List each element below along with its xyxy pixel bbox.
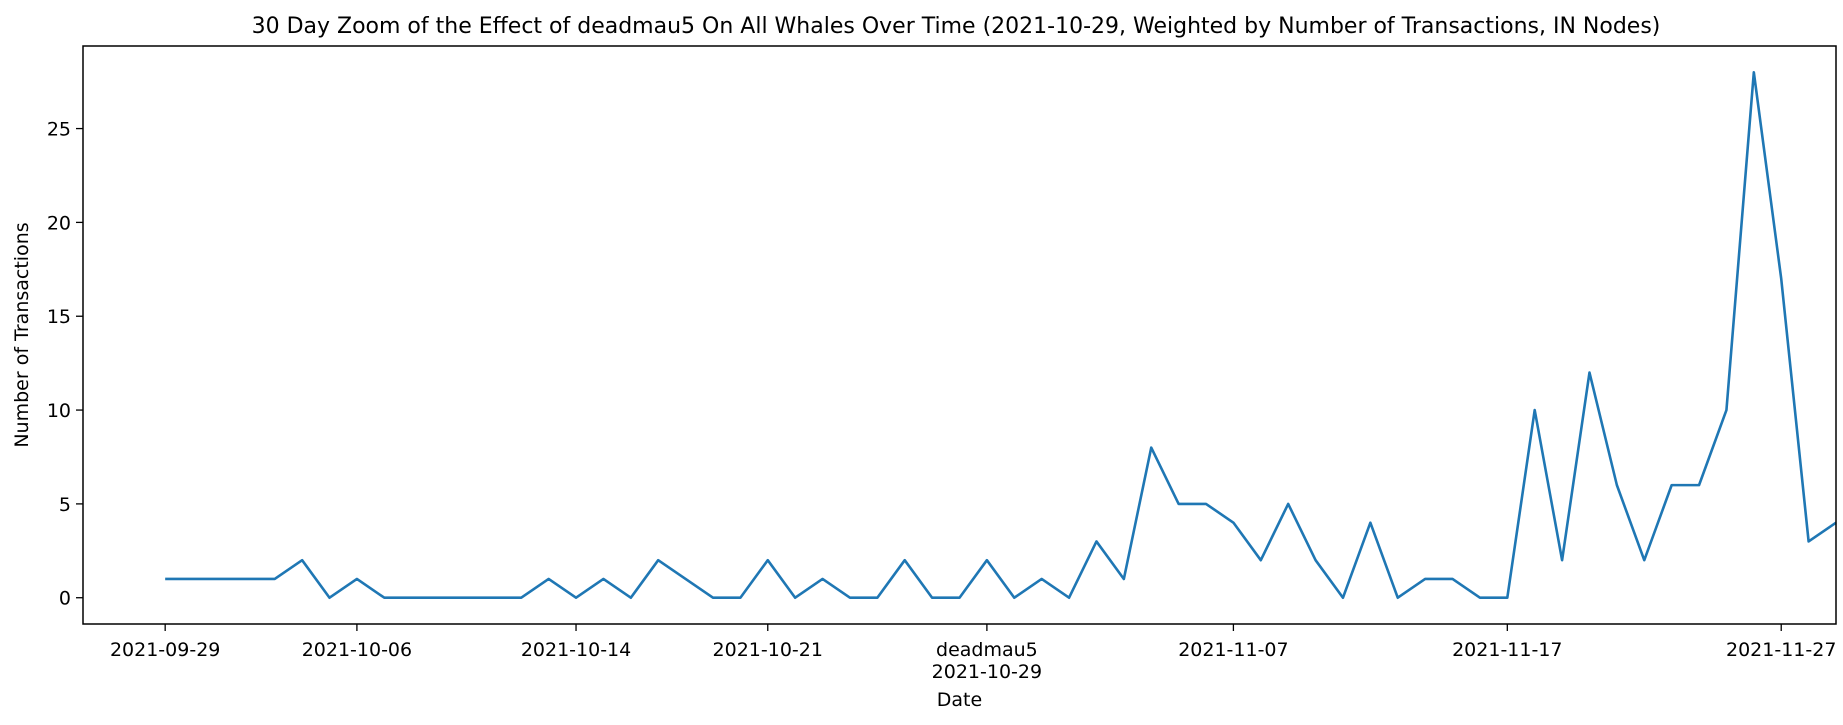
x-tick-label: 2021-09-29 xyxy=(110,639,220,661)
x-tick-label: 2021-10-21 xyxy=(713,639,823,661)
x-axis-label: Date xyxy=(937,689,982,711)
x-tick-label: 2021-10-29 xyxy=(932,661,1042,683)
x-tick-label: 2021-11-17 xyxy=(1452,639,1562,661)
series-line-0 xyxy=(165,70,1837,600)
x-tick-label: 2021-11-07 xyxy=(1178,639,1288,661)
y-tick-label: 10 xyxy=(47,400,71,422)
x-tick-label: 2021-10-06 xyxy=(302,639,412,661)
x-axis: 2021-09-29 2021-10-06 2021-10-14 2021-10-21… xyxy=(110,624,1836,683)
plot-frame xyxy=(82,45,1837,625)
x-tick-label: 2021-11-27 xyxy=(1726,639,1836,661)
y-axis: 0 5 10 15 20 25 xyxy=(47,119,83,610)
event-annotation-label: deadmau5 xyxy=(936,639,1038,661)
y-tick-label: 5 xyxy=(59,494,71,516)
plot-area xyxy=(165,70,1837,600)
y-tick-label: 0 xyxy=(59,588,71,610)
y-tick-label: 15 xyxy=(47,306,71,328)
chart-title: 30 Day Zoom of the Effect of deadmau5 On… xyxy=(252,14,1661,39)
x-tick-label: 2021-10-14 xyxy=(521,639,631,661)
y-tick-label: 20 xyxy=(47,212,71,234)
y-tick-label: 25 xyxy=(47,119,71,141)
y-axis-label: Number of Transactions xyxy=(11,222,33,447)
